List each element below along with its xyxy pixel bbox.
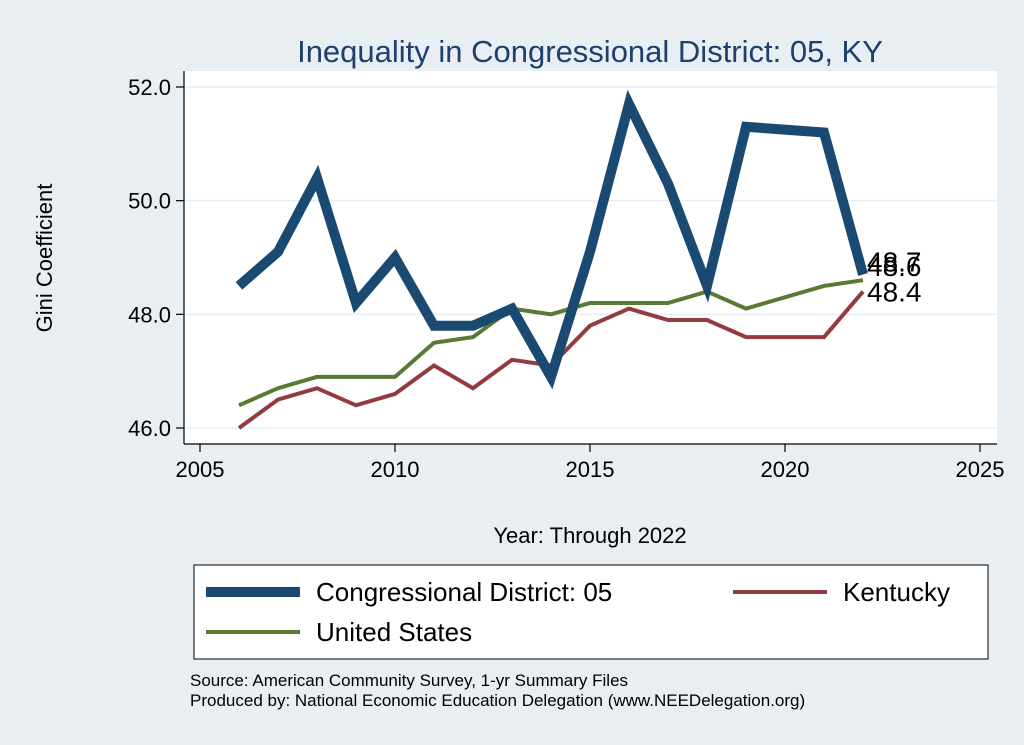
y-tick-label: 50.0 [128, 189, 171, 214]
end-label-1: 48.4 [867, 277, 922, 308]
legend: Congressional District: 05 Kentucky United… [206, 577, 950, 647]
produced-by-note: Produced by: National Economic Education… [190, 691, 805, 710]
y-axis-title: Gini Coefficient [32, 184, 57, 333]
x-tick-label: 2010 [371, 457, 420, 482]
y-tick-label: 46.0 [128, 416, 171, 441]
x-axis-ticks: 2005 2010 2015 2020 2025 [176, 444, 1005, 482]
end-label-0: 48.7 [867, 247, 922, 278]
y-tick-label: 52.0 [128, 75, 171, 100]
y-tick-label: 48.0 [128, 302, 171, 327]
legend-label-2: United States [316, 617, 472, 647]
legend-label-1: Kentucky [843, 577, 950, 607]
series-lines [235, 89, 868, 430]
end-label-2: 48.6 [867, 251, 922, 282]
x-tick-label: 2025 [956, 457, 1005, 482]
x-tick-label: 2020 [761, 457, 810, 482]
y-axis-ticks: 46.0 48.0 50.0 52.0 [128, 75, 184, 441]
legend-box [193, 564, 989, 660]
x-tick-label: 2015 [566, 457, 615, 482]
series-line-0 [235, 89, 868, 390]
series-line-2 [238, 278, 864, 408]
x-tick-label: 2005 [176, 457, 225, 482]
legend-label-0: Congressional District: 05 [316, 577, 612, 607]
series-line-1 [237, 290, 865, 430]
source-note: Source: American Community Survey, 1-yr … [190, 671, 628, 690]
x-axis-title: Year: Through 2022 [493, 523, 686, 548]
end-labels: 48.748.448.6 [867, 247, 922, 308]
chart-title: Inequality in Congressional District: 05… [297, 34, 883, 69]
